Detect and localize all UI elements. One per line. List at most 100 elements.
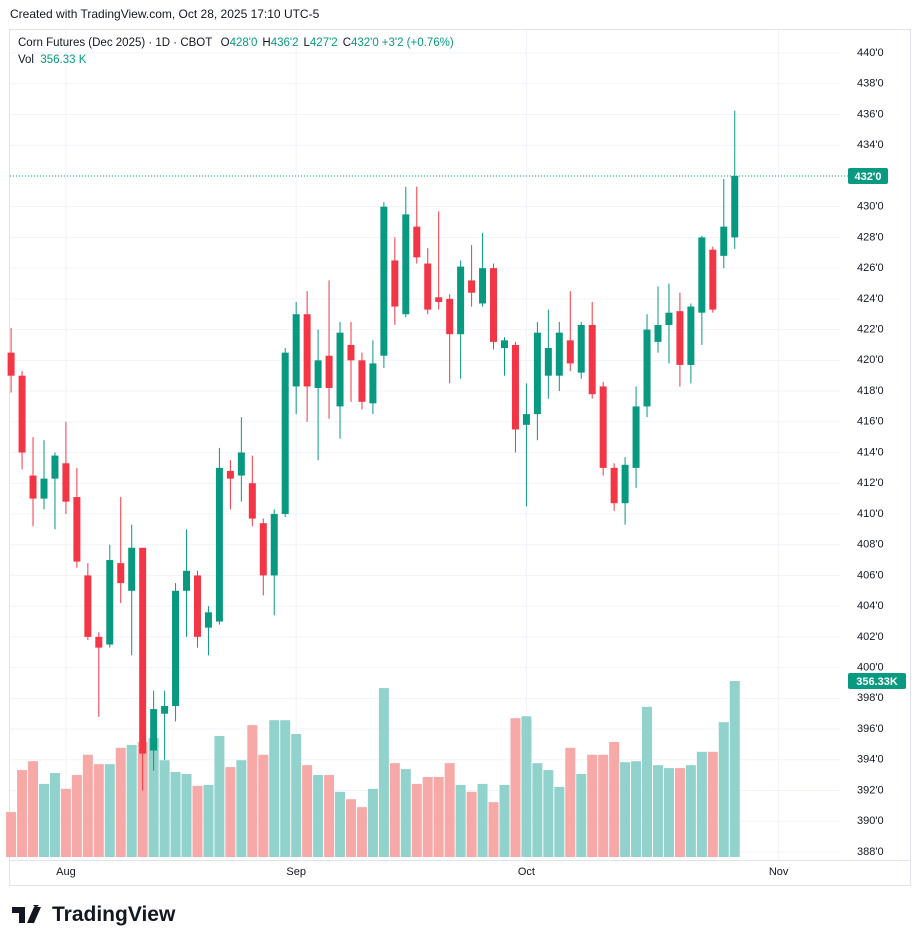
ohlc-value: 432'0 [351, 37, 379, 49]
candle-body [292, 314, 300, 387]
volume-bar [104, 764, 115, 857]
candle-body [599, 386, 607, 468]
candle-body [204, 612, 212, 628]
volume-bar [335, 791, 346, 857]
chart-frame [9, 29, 911, 886]
volume-pane [6, 681, 740, 857]
volume-bar [181, 774, 192, 857]
volume-bar [126, 744, 137, 857]
candle-body [687, 306, 695, 365]
volume-bar [214, 735, 225, 857]
ohlc-value: 428'0 [229, 37, 258, 49]
candle-body [29, 475, 37, 499]
volume-bar [225, 767, 236, 857]
volume-bar [510, 718, 521, 857]
candle-body [150, 709, 158, 751]
candle-body [128, 547, 136, 591]
volume-legend: Vol 356.33 K [18, 52, 457, 69]
volume-bar [521, 716, 532, 857]
y-tick-label: 416'0 [857, 416, 884, 428]
candle-body [226, 470, 234, 479]
ohlc-key: L [303, 37, 310, 49]
candle-body [95, 636, 103, 648]
candle-body [347, 344, 355, 361]
y-tick-label: 430'0 [857, 201, 884, 213]
y-tick-label: 424'0 [857, 293, 884, 305]
volume-bar [203, 784, 214, 857]
volume-title: Vol [18, 54, 34, 66]
volume-bar [400, 769, 411, 857]
volume-bar [565, 747, 576, 857]
candle-body [424, 263, 432, 310]
y-tick-label: 438'0 [857, 78, 884, 90]
y-tick-label: 440'0 [857, 47, 884, 59]
y-tick-label: 412'0 [857, 477, 884, 489]
candle-body [490, 268, 498, 342]
volume-bar [60, 788, 71, 857]
candle-body [172, 590, 180, 707]
volume-bar [49, 773, 60, 857]
candle-body [161, 706, 169, 714]
x-tick-label: Aug [56, 866, 76, 878]
y-tick-label: 400'0 [857, 662, 884, 674]
y-tick-label: 404'0 [857, 600, 884, 612]
candle-body [522, 414, 530, 425]
volume-bar [313, 775, 324, 857]
volume-bar [696, 751, 707, 857]
y-tick-label: 426'0 [857, 262, 884, 274]
candle-body [643, 329, 651, 407]
symbol-title: Corn Futures (Dec 2025) · 1D · CBOT [18, 37, 213, 49]
candle-body [237, 452, 245, 476]
volume-bar [115, 747, 126, 857]
volume-bar [93, 764, 104, 857]
volume-bar [6, 812, 17, 857]
last-volume-label: 356.33K [856, 676, 898, 688]
volume-bar [642, 706, 653, 857]
volume-bar [466, 791, 477, 857]
y-tick-label: 390'0 [857, 815, 884, 827]
x-tick-label: Sep [286, 866, 306, 878]
volume-bar [433, 776, 444, 857]
created-note: Created with TradingView.com, Oct 28, 20… [10, 7, 320, 21]
volume-bar [652, 765, 663, 857]
volume-bar [356, 807, 367, 857]
candle-body [62, 463, 70, 502]
ohlc: O428'0 H436'2 L427'2 C432'0 [219, 37, 382, 49]
volume-bar [718, 722, 729, 857]
volume-bar [389, 763, 400, 857]
candle-body [18, 375, 26, 453]
candle-body [303, 314, 311, 387]
volume-bar [324, 775, 335, 857]
y-tick-label: 408'0 [857, 539, 884, 551]
change-label: +3'2 (+0.76%) [381, 37, 454, 49]
volume-bar [620, 762, 631, 857]
volume-bar [17, 770, 28, 857]
candle-body [720, 226, 728, 256]
volume-bar [236, 760, 247, 857]
candle-body [325, 355, 333, 388]
volume-bar [71, 775, 82, 857]
candle-body [654, 324, 662, 342]
candle-body [511, 344, 519, 430]
volume-bar [674, 768, 685, 857]
volume-bar [488, 802, 499, 857]
candle-body [457, 266, 465, 335]
y-tick-label: 402'0 [857, 631, 884, 643]
volume-bar [192, 785, 203, 857]
candle-body [402, 214, 410, 315]
candle-body [40, 478, 48, 499]
volume-bar [148, 737, 159, 857]
y-tick-label: 388'0 [857, 846, 884, 858]
ohlc-value: 427'2 [309, 37, 338, 49]
candles [7, 110, 739, 791]
volume-bar [685, 765, 696, 857]
volume-bar [411, 783, 422, 857]
volume-bar [444, 763, 455, 857]
volume-bar [258, 754, 269, 857]
candle-body [588, 324, 596, 395]
candle-body [281, 352, 289, 514]
volume-bar [82, 754, 93, 857]
candle-body [731, 175, 739, 238]
candle-body [336, 332, 344, 407]
